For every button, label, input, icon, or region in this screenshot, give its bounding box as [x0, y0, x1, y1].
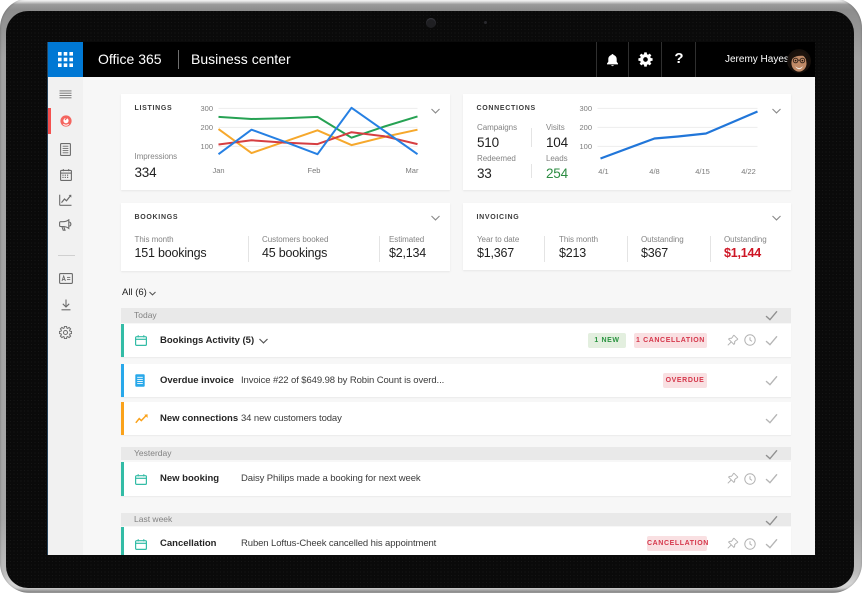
- svg-text:Feb: Feb: [307, 166, 320, 175]
- svg-text:4/22: 4/22: [741, 167, 756, 176]
- svg-text:Jan: Jan: [212, 166, 224, 175]
- svg-text:300: 300: [579, 104, 592, 113]
- svg-text:200: 200: [579, 123, 592, 132]
- svg-text:4/15: 4/15: [695, 167, 710, 176]
- svg-text:Mar: Mar: [405, 166, 418, 175]
- svg-text:4/1: 4/1: [598, 167, 608, 176]
- svg-text:100: 100: [579, 142, 592, 151]
- svg-text:100: 100: [200, 142, 213, 151]
- svg-text:4/8: 4/8: [649, 167, 659, 176]
- svg-text:300: 300: [200, 104, 213, 113]
- svg-text:200: 200: [200, 123, 213, 132]
